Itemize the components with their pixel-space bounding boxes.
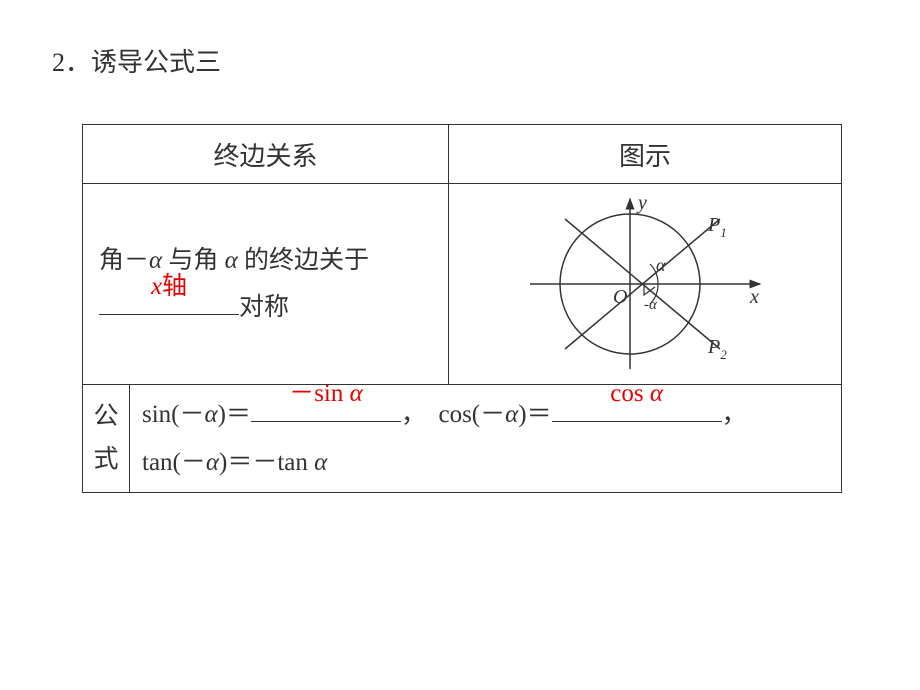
sin-answer-sign: －: [289, 380, 314, 407]
sin-pre: sin(－: [142, 401, 205, 428]
sin-alpha: α: [205, 401, 218, 428]
header-diagram: 图示: [449, 125, 842, 184]
header-relation: 终边关系: [83, 125, 449, 184]
relation-fill-rest: 轴: [162, 273, 187, 300]
formula-table: 终边关系 图示 角－α 与角 α 的终边关于x轴对称: [82, 124, 842, 493]
tan-pre: tan(－: [142, 449, 206, 476]
cos-answer-fn: cos: [610, 380, 650, 407]
cos-answer-alpha: α: [650, 380, 663, 407]
cos-alpha: α: [505, 401, 518, 428]
relation-blank-fill: x轴: [99, 263, 239, 311]
page-title: 2．诱导公式三: [52, 42, 221, 79]
table-header-row: 终边关系 图示: [83, 125, 842, 184]
end1: ，: [722, 401, 747, 428]
relation-blank: x轴: [99, 287, 239, 316]
sin-answer: －sin α: [251, 370, 401, 418]
formula-label-bottom: 式: [93, 446, 118, 473]
relation-text-mid2: 的终边关于: [238, 247, 369, 274]
tan-post: )＝－tan: [219, 449, 314, 476]
unit-circle-diagram: O x y α -α P1 P2: [510, 189, 780, 379]
label-alpha-top: α: [656, 255, 666, 275]
sin-post: )＝: [218, 401, 251, 428]
label-x-axis: x: [749, 286, 759, 308]
sep1: ，: [401, 401, 426, 428]
cos-blank: cos α: [552, 394, 722, 423]
sin-answer-fn: sin: [314, 380, 349, 407]
relation-text-after: 对称: [239, 294, 289, 321]
relation-fill-italic: x: [151, 273, 162, 300]
formula-body-cell: sin(－α)＝－sin α， cos(－α)＝cos α， tan(－α)＝－…: [130, 385, 842, 493]
label-origin: O: [613, 286, 627, 308]
table-middle-row: 角－α 与角 α 的终边关于x轴对称 O x y: [83, 184, 842, 385]
tan-alpha: α: [206, 449, 219, 476]
cos-post: )＝: [518, 401, 551, 428]
sin-blank: －sin α: [251, 394, 401, 423]
sin-answer-alpha: α: [350, 380, 363, 407]
cos-answer: cos α: [552, 370, 722, 418]
formula-label-top: 公: [93, 403, 118, 430]
tan-alpha2: α: [314, 449, 327, 476]
label-y-axis: y: [636, 192, 647, 214]
relation-cell: 角－α 与角 α 的终边关于x轴对称: [83, 184, 449, 385]
table-formula-row: 公 式 sin(－α)＝－sin α， cos(－α)＝cos α， tan(－…: [83, 385, 842, 493]
formula-label-cell: 公 式: [83, 385, 130, 493]
diagram-cell: O x y α -α P1 P2: [449, 184, 842, 385]
label-neg-alpha: -α: [644, 297, 658, 313]
cos-pre: cos(－: [438, 401, 505, 428]
